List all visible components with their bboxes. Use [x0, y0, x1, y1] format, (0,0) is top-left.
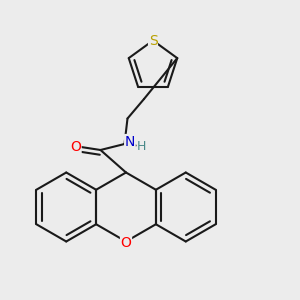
Text: H: H: [137, 140, 147, 154]
Text: N: N: [125, 135, 135, 148]
Text: S: S: [148, 34, 158, 47]
Text: O: O: [70, 140, 81, 154]
Text: O: O: [121, 236, 131, 250]
